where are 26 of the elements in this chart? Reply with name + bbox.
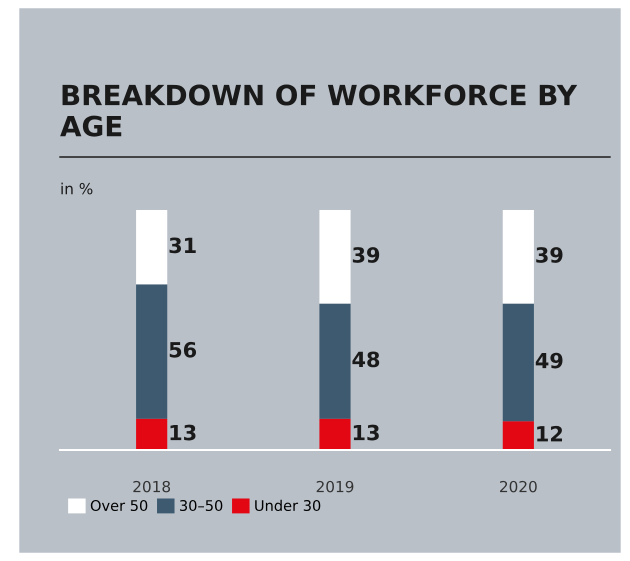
bar <box>319 210 351 304</box>
data-label: 12 <box>537 426 562 442</box>
bar <box>136 284 168 419</box>
data-label: 56 <box>170 342 196 358</box>
x-tick-label: 2020 <box>500 480 537 492</box>
bar <box>136 210 168 284</box>
data-label: 39 <box>536 247 562 263</box>
x-tick-label: 2019 <box>316 480 354 492</box>
bar <box>319 304 351 419</box>
bar <box>502 304 534 422</box>
data-label: 13 <box>170 424 196 440</box>
data-label: 31 <box>170 237 196 254</box>
legend-label: 30–50 <box>180 500 222 512</box>
bar <box>502 210 534 304</box>
bar <box>502 421 534 450</box>
y-axis-title: in % <box>61 182 92 194</box>
data-label: 39 <box>352 247 380 263</box>
chart-title: BREAKDOWN OF WORKFORCE BY AGE <box>60 84 578 137</box>
x-tick-label: 2018 <box>133 480 170 492</box>
bar <box>136 418 168 450</box>
data-label: 49 <box>536 352 562 368</box>
legend-label: Over 50 <box>90 500 148 512</box>
legend-label: Under 30 <box>255 500 320 512</box>
data-label: 13 <box>354 424 379 440</box>
data-label: 48 <box>352 351 380 368</box>
bar <box>319 418 351 450</box>
